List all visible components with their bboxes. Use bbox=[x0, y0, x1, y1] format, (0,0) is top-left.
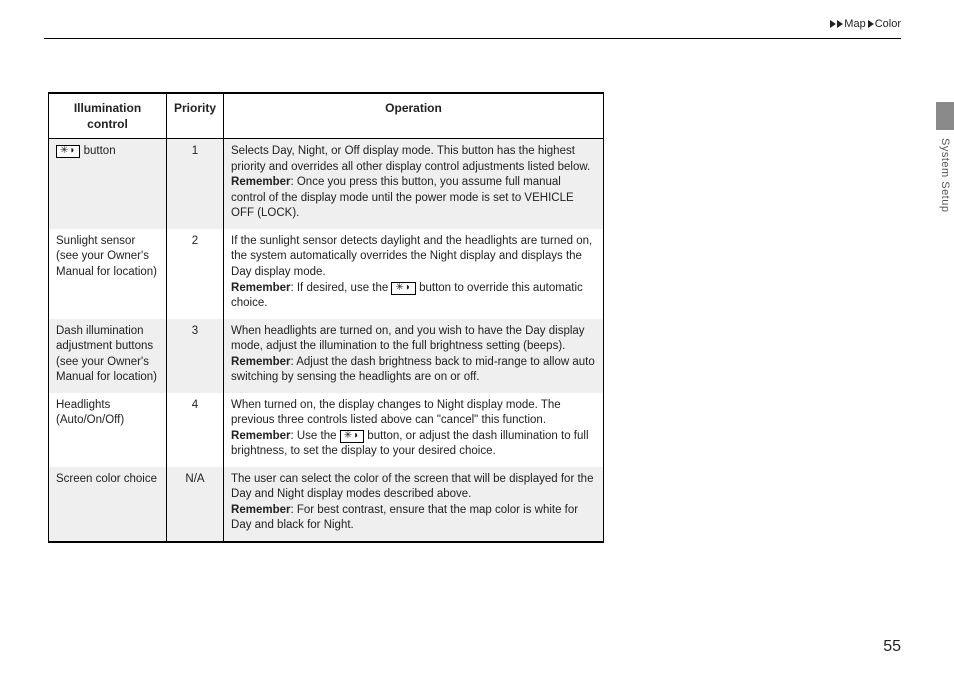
header-rule bbox=[44, 38, 901, 39]
cell-control: Dash illumination adjustment buttons (se… bbox=[49, 319, 167, 393]
illumination-table: Illumination control Priority Operation … bbox=[48, 92, 604, 543]
breadcrumb: Map Color bbox=[830, 18, 901, 30]
table-row: Sunlight sensor (see your Owner's Manual… bbox=[49, 229, 604, 319]
section-tab bbox=[936, 102, 954, 130]
col-header-control: Illumination control bbox=[49, 93, 167, 139]
chevron-right-icon bbox=[830, 20, 836, 28]
breadcrumb-seg: Map bbox=[844, 18, 865, 30]
table-header-row: Illumination control Priority Operation bbox=[49, 93, 604, 139]
col-header-operation: Operation bbox=[224, 93, 604, 139]
cell-operation: When headlights are turned on, and you w… bbox=[224, 319, 604, 393]
table-row: Headlights (Auto/On/Off) 4 When turned o… bbox=[49, 393, 604, 467]
table-row: Screen color choice N/A The user can sel… bbox=[49, 467, 604, 542]
table-row: Dash illumination adjustment buttons (se… bbox=[49, 319, 604, 393]
cell-priority: 2 bbox=[167, 229, 224, 319]
breadcrumb-seg: Color bbox=[875, 18, 901, 30]
col-header-priority: Priority bbox=[167, 93, 224, 139]
chevron-right-icon bbox=[868, 20, 874, 28]
cell-operation: When turned on, the display changes to N… bbox=[224, 393, 604, 467]
section-label: System Setup bbox=[939, 138, 951, 212]
cell-control: Headlights (Auto/On/Off) bbox=[49, 393, 167, 467]
chevron-right-icon bbox=[837, 20, 843, 28]
table-row: ✳︎◗ button 1 Selects Day, Night, or Off … bbox=[49, 139, 604, 229]
cell-control: ✳︎◗ button bbox=[49, 139, 167, 229]
cell-priority: 1 bbox=[167, 139, 224, 229]
cell-priority: N/A bbox=[167, 467, 224, 542]
display-mode-icon: ✳︎◗ bbox=[56, 145, 80, 158]
cell-operation: Selects Day, Night, or Off display mode.… bbox=[224, 139, 604, 229]
cell-operation: The user can select the color of the scr… bbox=[224, 467, 604, 542]
cell-control: Screen color choice bbox=[49, 467, 167, 542]
display-mode-icon: ✳︎◗ bbox=[340, 430, 364, 443]
cell-control: Sunlight sensor (see your Owner's Manual… bbox=[49, 229, 167, 319]
page-number: 55 bbox=[883, 638, 901, 656]
cell-priority: 4 bbox=[167, 393, 224, 467]
display-mode-icon: ✳︎◗ bbox=[391, 282, 415, 295]
cell-operation: If the sunlight sensor detects daylight … bbox=[224, 229, 604, 319]
cell-priority: 3 bbox=[167, 319, 224, 393]
